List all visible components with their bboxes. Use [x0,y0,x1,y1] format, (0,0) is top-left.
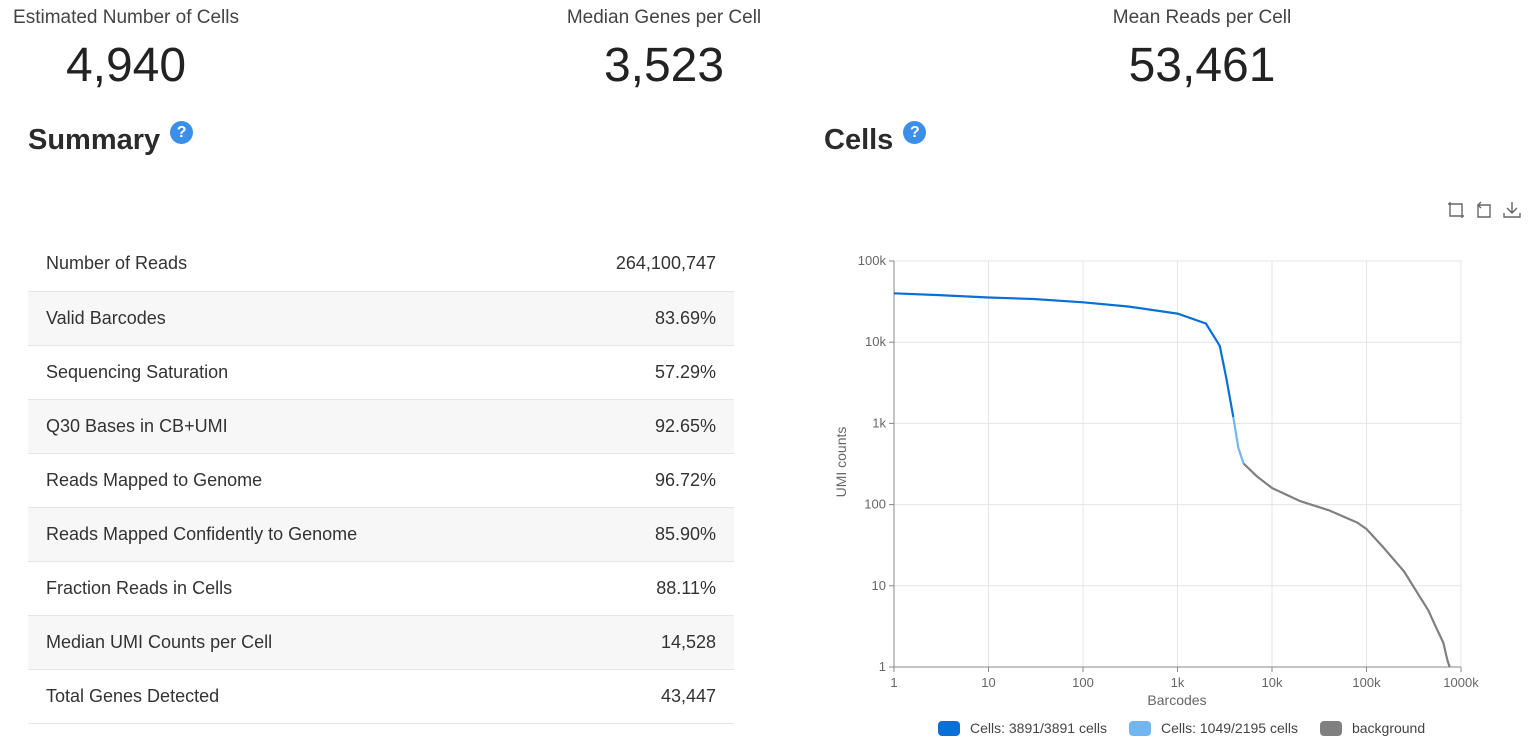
summary-row-value: 83.69% [654,307,716,328]
x-tick-label: 1000k [1443,675,1479,690]
zoom-icon[interactable] [1446,200,1466,220]
series-line-1 [1232,416,1245,464]
download-icon[interactable] [1502,200,1522,220]
summary-row-value: 85.90% [654,523,716,544]
metric-value: 4,940 [65,39,187,92]
y-tick-label: 100k [858,253,887,268]
summary-row: Number of Reads 264,100,747 [28,237,734,291]
chart-toolbar [1446,200,1522,220]
cells-title: Cells ? [824,121,927,157]
x-tick-label: 10k [1262,675,1283,690]
metric-estimated-cells: Estimated Number of Cells 4,940 [0,0,252,94]
legend-item[interactable]: Cells: 3891/3891 cells [938,720,1107,736]
summary-row-value: 88.11% [656,577,716,598]
x-tick-label: 100 [1072,675,1094,690]
summary-row: Q30 Bases in CB+UMI 92.65% [28,399,734,453]
summary-row: Reads Mapped to Genome 96.72% [28,453,734,507]
series-line-2 [1242,462,1451,668]
legend-swatch [1128,720,1151,736]
metric-value: 53,461 [1128,39,1276,92]
summary-title: Summary ? [28,121,194,157]
summary-row: Median UMI Counts per Cell 14,528 [28,615,734,669]
summary-row-value: 96.72% [654,469,716,490]
x-tick-label: 1k [1171,675,1185,690]
legend-swatch [938,720,960,736]
metric-median-genes: Median Genes per Cell 3,523 [538,0,790,94]
barcode-rank-chart: 1 10 100 1k 10k 100k 1000k 1 10 100 1k 10k 100k UMI … [833,253,1479,708]
chart-legend: Cells: 3891/3891 cells Cells: 1049/2195 c… [938,720,1425,736]
summary-row-label: Number of Reads [46,253,188,274]
x-tick-label: 1 [890,675,897,690]
summary-help-icon[interactable]: ? [170,121,194,144]
legend-label: background [1351,720,1426,736]
summary-row-label: Sequencing Saturation [46,361,229,382]
metric-label: Median Genes per Cell [566,7,762,28]
cells-help-icon[interactable]: ? [903,121,927,144]
summary-row-label: Q30 Bases in CB+UMI [46,415,228,436]
summary-row-label: Fraction Reads in Cells [46,577,233,598]
x-tick-label: 100k [1352,675,1381,690]
summary-table: Number of Reads 264,100,747 Valid Barcodes… [28,237,734,724]
legend-label: Cells: 3891/3891 cells [970,720,1107,736]
summary-row: Fraction Reads in Cells 88.11% [28,561,734,615]
y-axis-title: UMI counts [833,427,849,498]
y-tick-label: 100 [864,497,886,512]
zoom-reset-icon[interactable] [1474,200,1494,220]
summary-row: Reads Mapped Confidently to Genome 85.90% [28,507,734,561]
y-tick-label: 10k [865,334,886,349]
summary-row-value: 43,447 [660,685,716,706]
summary-title-text: Summary [28,124,161,156]
summary-row: Valid Barcodes 83.69% [28,291,734,345]
summary-row-value: 14,528 [660,631,716,652]
y-tick-label: 1k [872,415,886,430]
metric-label: Estimated Number of Cells [13,7,239,28]
legend-item[interactable]: Cells: 1049/2195 cells [1128,720,1298,736]
metric-value: 3,523 [603,39,725,92]
cells-title-text: Cells [824,124,894,156]
summary-row-label: Total Genes Detected [46,685,220,706]
x-axis-title: Barcodes [1147,692,1206,708]
summary-row: Total Genes Detected 43,447 [28,669,734,723]
summary-row-value: 57.29% [654,361,716,382]
legend-item[interactable]: background [1319,720,1426,736]
metric-mean-reads: Mean Reads per Cell 53,461 [1076,0,1328,94]
legend-swatch [1319,720,1342,736]
x-tick-label: 10 [981,675,995,690]
summary-row-label: Valid Barcodes [46,307,166,328]
summary-row-value: 264,100,747 [615,253,716,274]
metric-label: Mean Reads per Cell [1112,7,1292,28]
summary-row-value: 92.65% [654,415,716,436]
y-tick-label: 10 [872,578,886,593]
summary-row-label: Reads Mapped Confidently to Genome [46,523,358,544]
y-tick-label: 1 [879,659,886,674]
summary-row-label: Reads Mapped to Genome [46,469,263,490]
summary-row-label: Median UMI Counts per Cell [46,631,273,652]
series-line-0 [893,292,1235,418]
summary-row: Sequencing Saturation 57.29% [28,345,734,399]
legend-label: Cells: 1049/2195 cells [1160,720,1298,736]
